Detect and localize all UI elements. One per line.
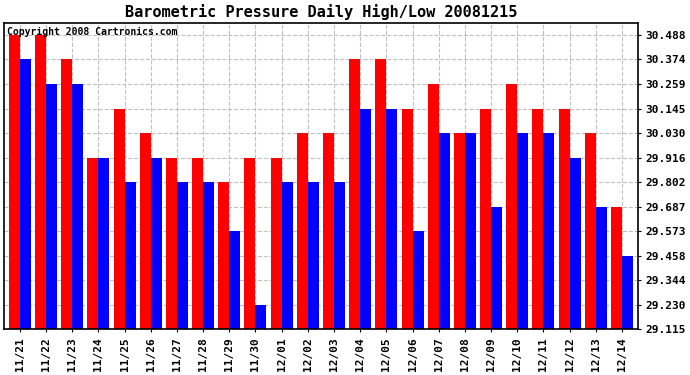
Bar <box>375 59 386 330</box>
Bar <box>308 182 319 330</box>
Bar <box>622 256 633 330</box>
Bar <box>20 59 31 330</box>
Bar <box>454 133 465 330</box>
Bar <box>518 133 529 330</box>
Bar <box>297 133 308 330</box>
Bar <box>203 182 214 330</box>
Bar <box>244 158 255 330</box>
Bar <box>533 108 544 330</box>
Bar <box>61 59 72 330</box>
Bar <box>349 59 360 330</box>
Bar <box>428 84 439 330</box>
Bar <box>360 108 371 330</box>
Bar <box>192 158 203 330</box>
Bar <box>282 182 293 330</box>
Bar <box>413 231 424 330</box>
Bar <box>595 207 607 330</box>
Bar <box>585 133 595 330</box>
Bar <box>465 133 476 330</box>
Bar <box>229 231 240 330</box>
Bar <box>544 133 555 330</box>
Bar <box>402 108 413 330</box>
Bar <box>570 158 580 330</box>
Bar <box>177 182 188 330</box>
Bar <box>166 158 177 330</box>
Bar <box>218 182 229 330</box>
Bar <box>506 84 518 330</box>
Bar <box>35 35 46 330</box>
Bar <box>9 35 20 330</box>
Title: Barometric Pressure Daily High/Low 20081215: Barometric Pressure Daily High/Low 20081… <box>125 4 517 20</box>
Bar <box>480 108 491 330</box>
Bar <box>255 305 266 330</box>
Bar <box>559 108 570 330</box>
Bar <box>151 158 161 330</box>
Bar <box>125 182 135 330</box>
Bar <box>439 133 450 330</box>
Bar <box>323 133 334 330</box>
Bar <box>334 182 345 330</box>
Bar <box>386 108 397 330</box>
Bar <box>611 207 622 330</box>
Text: Copyright 2008 Cartronics.com: Copyright 2008 Cartronics.com <box>8 27 178 38</box>
Bar <box>491 207 502 330</box>
Bar <box>114 108 125 330</box>
Bar <box>88 158 99 330</box>
Bar <box>46 84 57 330</box>
Bar <box>270 158 282 330</box>
Bar <box>140 133 151 330</box>
Bar <box>72 84 83 330</box>
Bar <box>99 158 110 330</box>
